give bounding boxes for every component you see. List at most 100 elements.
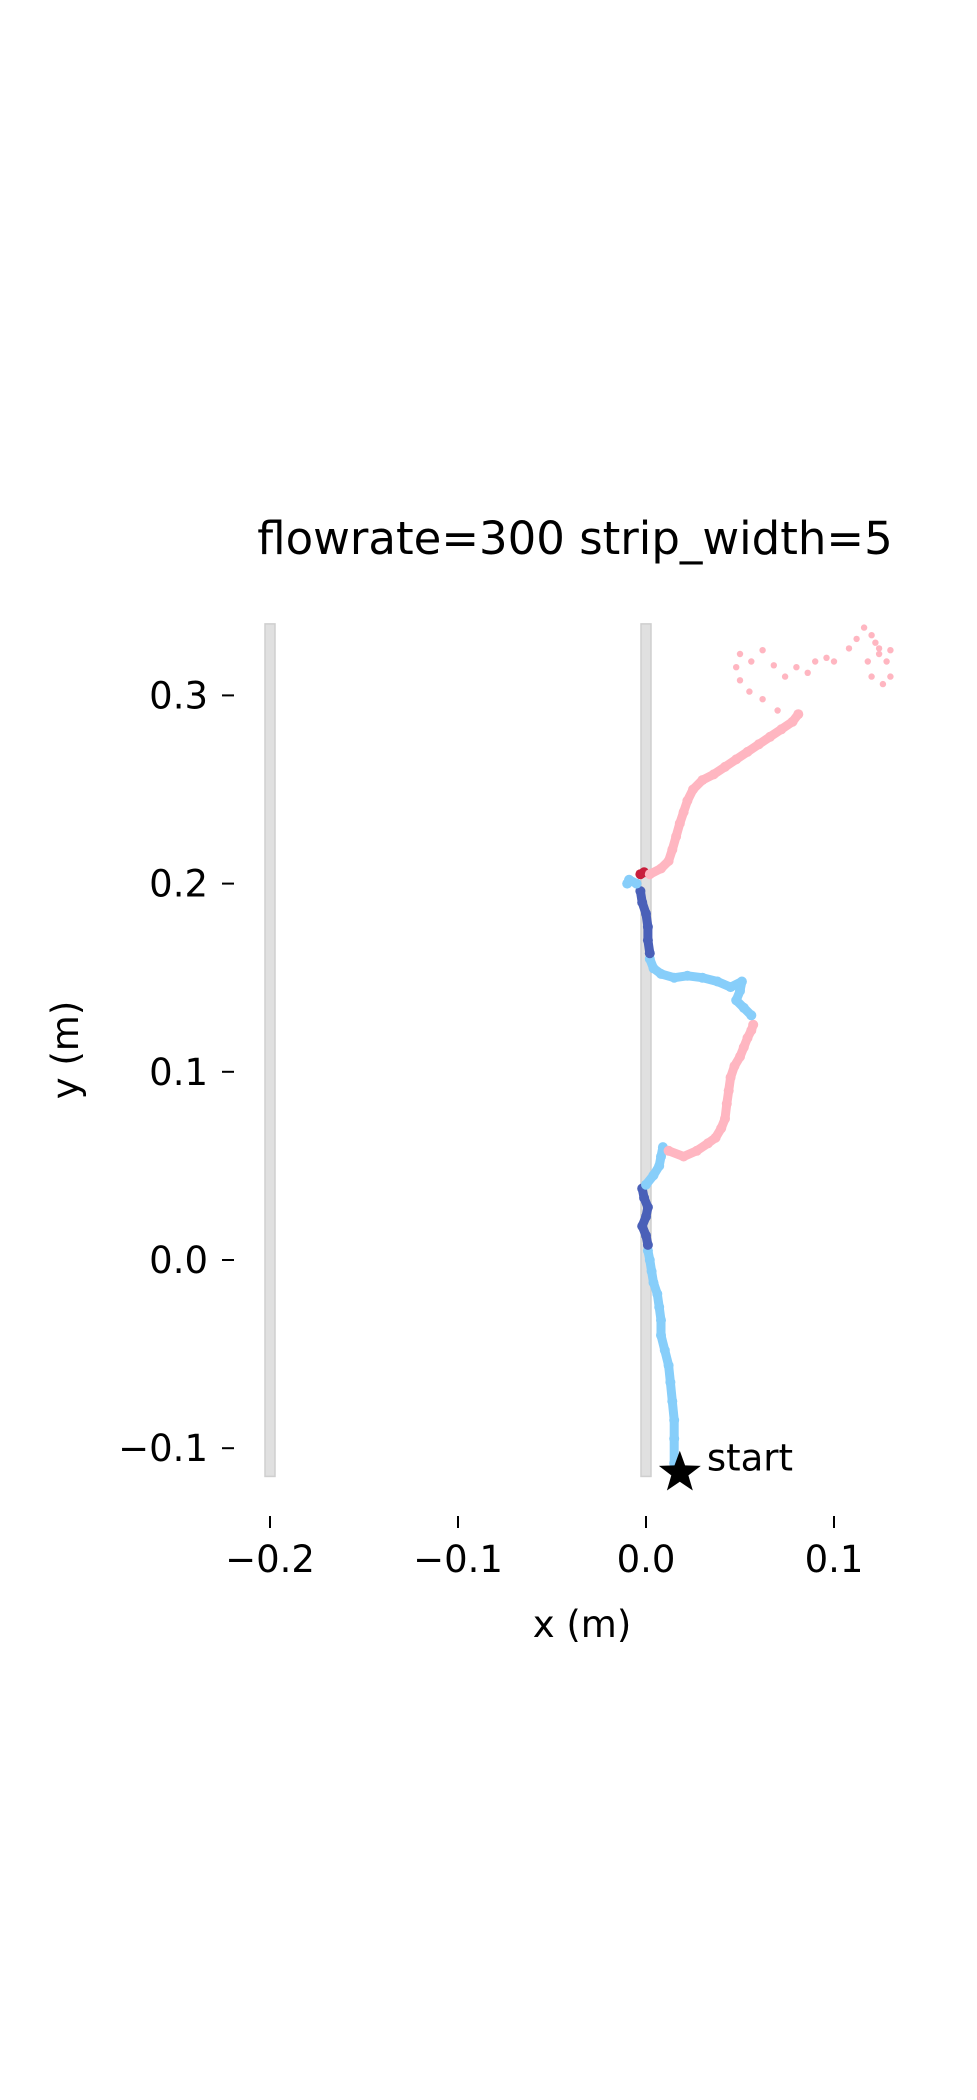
data-point	[746, 1010, 757, 1021]
data-point	[631, 878, 642, 889]
data-point	[883, 658, 890, 665]
data-point	[716, 1123, 727, 1134]
data-point	[793, 664, 800, 671]
start-label: start	[707, 1437, 793, 1480]
data-point	[678, 1151, 689, 1162]
data-point	[748, 1019, 759, 1030]
trajectory-series	[622, 624, 894, 1469]
start-annotation: start	[658, 1437, 793, 1491]
data-point	[648, 1170, 659, 1181]
data-point	[720, 1113, 730, 1124]
data-point	[622, 878, 633, 889]
data-point	[776, 724, 787, 735]
data-point	[656, 1315, 666, 1326]
data-point	[735, 1051, 745, 1062]
y-axis-ticks: −0.1 0.0 0.1 0.2 0.3	[118, 674, 234, 1470]
data-point	[644, 869, 655, 880]
data-point	[663, 1360, 674, 1371]
data-point	[641, 1211, 651, 1222]
y-tick-label: 0.2	[149, 863, 208, 906]
data-point	[637, 1221, 648, 1232]
series-line	[664, 1020, 758, 1161]
data-point	[669, 1415, 680, 1425]
data-point	[682, 795, 693, 806]
data-point	[781, 673, 789, 680]
data-point	[830, 658, 838, 665]
data-point	[845, 645, 853, 652]
series-0-light_blue	[642, 1245, 680, 1469]
y-axis-label: y (m)	[44, 1001, 87, 1100]
data-point	[644, 948, 655, 959]
data-point	[770, 662, 777, 669]
data-point	[725, 1072, 736, 1083]
series-2-light_blue	[641, 1142, 668, 1190]
data-point	[642, 1202, 653, 1213]
data-point	[639, 1192, 650, 1203]
data-point	[674, 818, 685, 829]
data-point	[642, 1239, 653, 1250]
data-point	[753, 739, 764, 750]
data-point	[746, 688, 753, 695]
data-point	[742, 1032, 753, 1043]
data-point	[879, 680, 887, 688]
y-tick-label: 0.3	[149, 674, 208, 717]
data-point	[725, 982, 736, 993]
data-point	[667, 1396, 678, 1407]
data-point	[667, 844, 678, 855]
data-point	[656, 1151, 666, 1162]
data-point	[787, 716, 798, 727]
data-point	[648, 1277, 659, 1288]
series-5-dark_blue	[635, 886, 655, 959]
data-point	[669, 972, 680, 983]
x-tick-label: 0.1	[805, 1538, 864, 1581]
data-point	[654, 1302, 665, 1312]
data-point	[860, 624, 868, 631]
data-point	[804, 669, 811, 676]
data-point	[656, 863, 666, 874]
data-point	[682, 970, 693, 981]
data-point	[738, 1042, 749, 1053]
data-point	[736, 650, 744, 658]
data-point	[712, 976, 723, 987]
data-point	[774, 707, 781, 714]
strip-1	[640, 623, 652, 1478]
y-tick-label: −0.1	[118, 1427, 208, 1470]
data-point	[669, 1433, 680, 1444]
data-point	[887, 647, 894, 654]
data-point	[823, 654, 830, 661]
x-tick-label: 0.0	[617, 1538, 676, 1581]
data-point	[663, 1145, 674, 1156]
data-point	[765, 731, 776, 742]
data-point	[635, 886, 646, 897]
data-point	[731, 754, 742, 765]
series-line	[645, 954, 756, 1020]
series-9-pink	[733, 624, 894, 714]
data-point	[872, 639, 879, 646]
data-point	[691, 1145, 702, 1156]
data-point	[731, 995, 742, 1006]
data-point	[738, 1002, 749, 1013]
y-tick-label: 0.0	[149, 1239, 208, 1282]
data-point	[710, 1132, 721, 1143]
data-point	[642, 921, 653, 932]
series-3-pink	[663, 1019, 759, 1162]
data-point	[868, 673, 875, 680]
data-point	[875, 645, 883, 652]
data-point	[708, 769, 719, 780]
data-point	[721, 1098, 732, 1109]
start-star-icon	[658, 1450, 701, 1491]
data-point	[641, 1230, 651, 1241]
data-point	[735, 985, 745, 996]
x-tick-label: −0.2	[225, 1538, 315, 1581]
data-point	[663, 856, 674, 866]
data-point	[671, 831, 682, 842]
data-point	[812, 658, 819, 665]
data-point	[697, 775, 708, 786]
data-point	[748, 658, 755, 665]
data-point	[656, 1330, 666, 1341]
data-point	[646, 1266, 657, 1277]
x-tick-label: −0.1	[413, 1538, 503, 1581]
data-point	[648, 963, 659, 974]
data-point	[652, 1288, 663, 1299]
